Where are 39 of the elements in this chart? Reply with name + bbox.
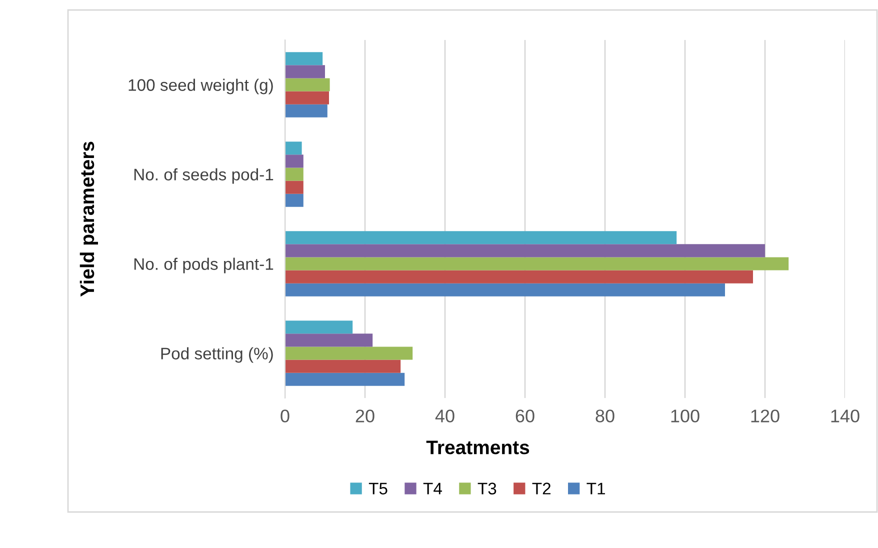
legend-label: T3 (478, 482, 496, 494)
bar (285, 168, 304, 181)
bar (285, 142, 302, 155)
x-tick-label: 60 (516, 410, 534, 422)
bar (285, 194, 304, 207)
bar (285, 257, 789, 270)
bar (285, 52, 323, 66)
legend-label: T2 (532, 482, 551, 494)
bar (285, 231, 677, 244)
bar (285, 65, 325, 78)
legend-label: T4 (423, 482, 442, 494)
bar (285, 78, 330, 92)
x-tick-label: 80 (596, 410, 614, 422)
x-tick-label: 120 (751, 410, 780, 422)
bar (285, 180, 304, 194)
bar (285, 334, 373, 347)
bar (285, 104, 328, 118)
bar (285, 244, 765, 258)
x-tick-label: 40 (435, 410, 454, 422)
bar (285, 360, 401, 373)
x-axis-title: Treatments (426, 440, 530, 454)
x-tick-label: 100 (671, 410, 700, 422)
y-tick-label: No. of pods plant-1 (134, 258, 274, 274)
x-tick-label: 0 (280, 410, 290, 422)
legend-label: T5 (368, 482, 388, 494)
y-tick-label: No. of seeds pod-1 (134, 168, 274, 184)
x-tick-label: 140 (831, 410, 860, 422)
y-tick-label: 100 seed weight (g) (128, 78, 273, 94)
y-tick-label: Pod setting (%) (161, 347, 273, 363)
bar (285, 320, 353, 334)
legend-label: T1 (586, 482, 605, 494)
x-tick-label: 20 (356, 410, 374, 422)
bar (285, 91, 329, 104)
bar (285, 346, 413, 360)
bar (285, 270, 753, 284)
bar (285, 154, 304, 168)
bar (285, 372, 405, 386)
bar (285, 283, 725, 296)
y-axis-title: Yield parameters (80, 142, 98, 297)
